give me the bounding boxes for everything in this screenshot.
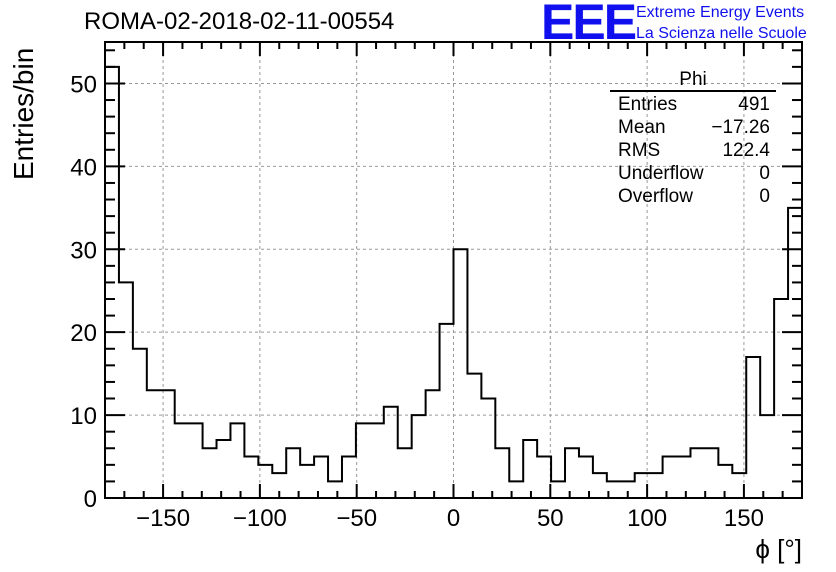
- histogram-bin: [551, 481, 565, 498]
- histogram-bin: [147, 390, 161, 498]
- histogram-bin: [746, 357, 760, 498]
- x-axis-label: ϕ [°]: [755, 534, 802, 564]
- stats-row-rms: RMS 122.4: [610, 139, 776, 162]
- stats-title: Phi: [679, 69, 707, 90]
- histogram-bin: [537, 457, 551, 498]
- histogram-bin: [621, 481, 635, 498]
- y-axis-label: Entries/bin: [8, 47, 39, 180]
- stats-value: 122.4: [722, 140, 770, 161]
- histogram-bin: [760, 415, 774, 498]
- histogram-bin: [607, 481, 621, 498]
- histogram-bin: [230, 423, 244, 498]
- stats-row-overflow: Overflow 0: [610, 185, 776, 208]
- x-tick-label: 50: [537, 505, 564, 532]
- y-tick-label: 0: [84, 486, 97, 513]
- histogram-bin: [690, 448, 704, 498]
- histogram-bin: [286, 448, 300, 498]
- stats-value: 0: [759, 163, 770, 184]
- stats-value: 0: [759, 186, 770, 207]
- histogram-bin: [133, 349, 147, 498]
- histogram-bin: [718, 465, 732, 498]
- histogram-bin: [370, 423, 384, 498]
- histogram-bin: [342, 457, 356, 498]
- histogram-bin: [119, 282, 133, 498]
- histogram-bin: [732, 473, 746, 498]
- histogram-bin: [481, 399, 495, 498]
- histogram-bin: [663, 457, 677, 498]
- histogram-bin: [258, 465, 272, 498]
- stats-value: 491: [738, 94, 770, 115]
- histogram-bin: [217, 440, 231, 498]
- logo-line-1: Extreme Energy Events: [636, 4, 805, 21]
- x-tick-label: 100: [627, 505, 667, 532]
- histogram-bin: [788, 208, 802, 498]
- histogram-bin: [412, 415, 426, 498]
- histogram-bin: [593, 473, 607, 498]
- histogram-bin: [523, 440, 537, 498]
- histogram-bin: [328, 481, 342, 498]
- stats-value: −17.26: [711, 117, 770, 138]
- histogram-bin: [314, 457, 328, 498]
- run-title: ROMA-02-2018-02-11-00554: [84, 8, 395, 35]
- x-tick-label: −150: [136, 505, 190, 532]
- x-tick-label: 150: [724, 505, 764, 532]
- stats-row-underflow: Underflow 0: [610, 162, 776, 185]
- histogram-bin: [384, 407, 398, 498]
- logo-line-2: La Scienza nelle Scuole: [636, 25, 807, 42]
- histogram-bin: [649, 473, 663, 498]
- histogram-bin: [579, 457, 593, 498]
- stats-label: Overflow: [618, 186, 693, 207]
- stats-label: RMS: [618, 140, 661, 161]
- y-tick-label: 40: [70, 154, 97, 181]
- x-tick-label: 0: [447, 505, 460, 532]
- stats-row-entries: Entries 491: [610, 93, 776, 116]
- histogram-bin: [704, 448, 718, 498]
- histogram-bin: [774, 299, 788, 498]
- histogram-bin: [454, 249, 468, 498]
- stats-label: Mean: [618, 117, 666, 138]
- histogram-bin: [105, 67, 119, 498]
- histogram-bin: [203, 448, 217, 498]
- y-tick-label: 10: [70, 403, 97, 430]
- y-tick-label: 30: [70, 237, 97, 264]
- histogram-bin: [244, 457, 258, 498]
- stats-label: Underflow: [618, 163, 704, 184]
- eee-logo-mark: EEE: [541, 0, 637, 50]
- histogram-bin: [509, 481, 523, 498]
- stats-label: Entries: [618, 94, 678, 115]
- histogram-bin: [426, 390, 440, 498]
- axis-tick-labels: −150 −100 −50 0 50 100 150 0 10 20 30 40 50: [70, 71, 764, 532]
- stats-box: Phi Entries 491 Mean −17.26 RMS 122.4 Un…: [610, 70, 776, 208]
- histogram-step-line: [104, 65, 803, 498]
- histogram-bin: [300, 465, 314, 498]
- histogram-bin: [495, 448, 509, 498]
- eee-logo: EEE Extreme Energy Events La Scienza nel…: [541, 0, 831, 50]
- histogram-bin: [272, 473, 286, 498]
- y-tick-label: 20: [70, 320, 97, 347]
- histogram-bin: [677, 457, 691, 498]
- x-tick-label: −50: [336, 505, 377, 532]
- x-tick-label: −100: [233, 505, 287, 532]
- axis-ticks: [105, 42, 802, 499]
- histogram-bin: [635, 473, 649, 498]
- stats-row-mean: Mean −17.26: [610, 116, 776, 139]
- y-tick-label: 50: [70, 71, 97, 98]
- histogram-bin: [440, 324, 454, 498]
- histogram-bin: [161, 390, 175, 498]
- histogram-bin: [189, 423, 203, 498]
- histogram-bin: [356, 423, 370, 498]
- histogram-bin: [565, 448, 579, 498]
- histogram-bin: [175, 423, 189, 498]
- histogram-bin: [467, 374, 481, 498]
- histogram-bin: [398, 448, 412, 498]
- stats-divider: [610, 90, 776, 92]
